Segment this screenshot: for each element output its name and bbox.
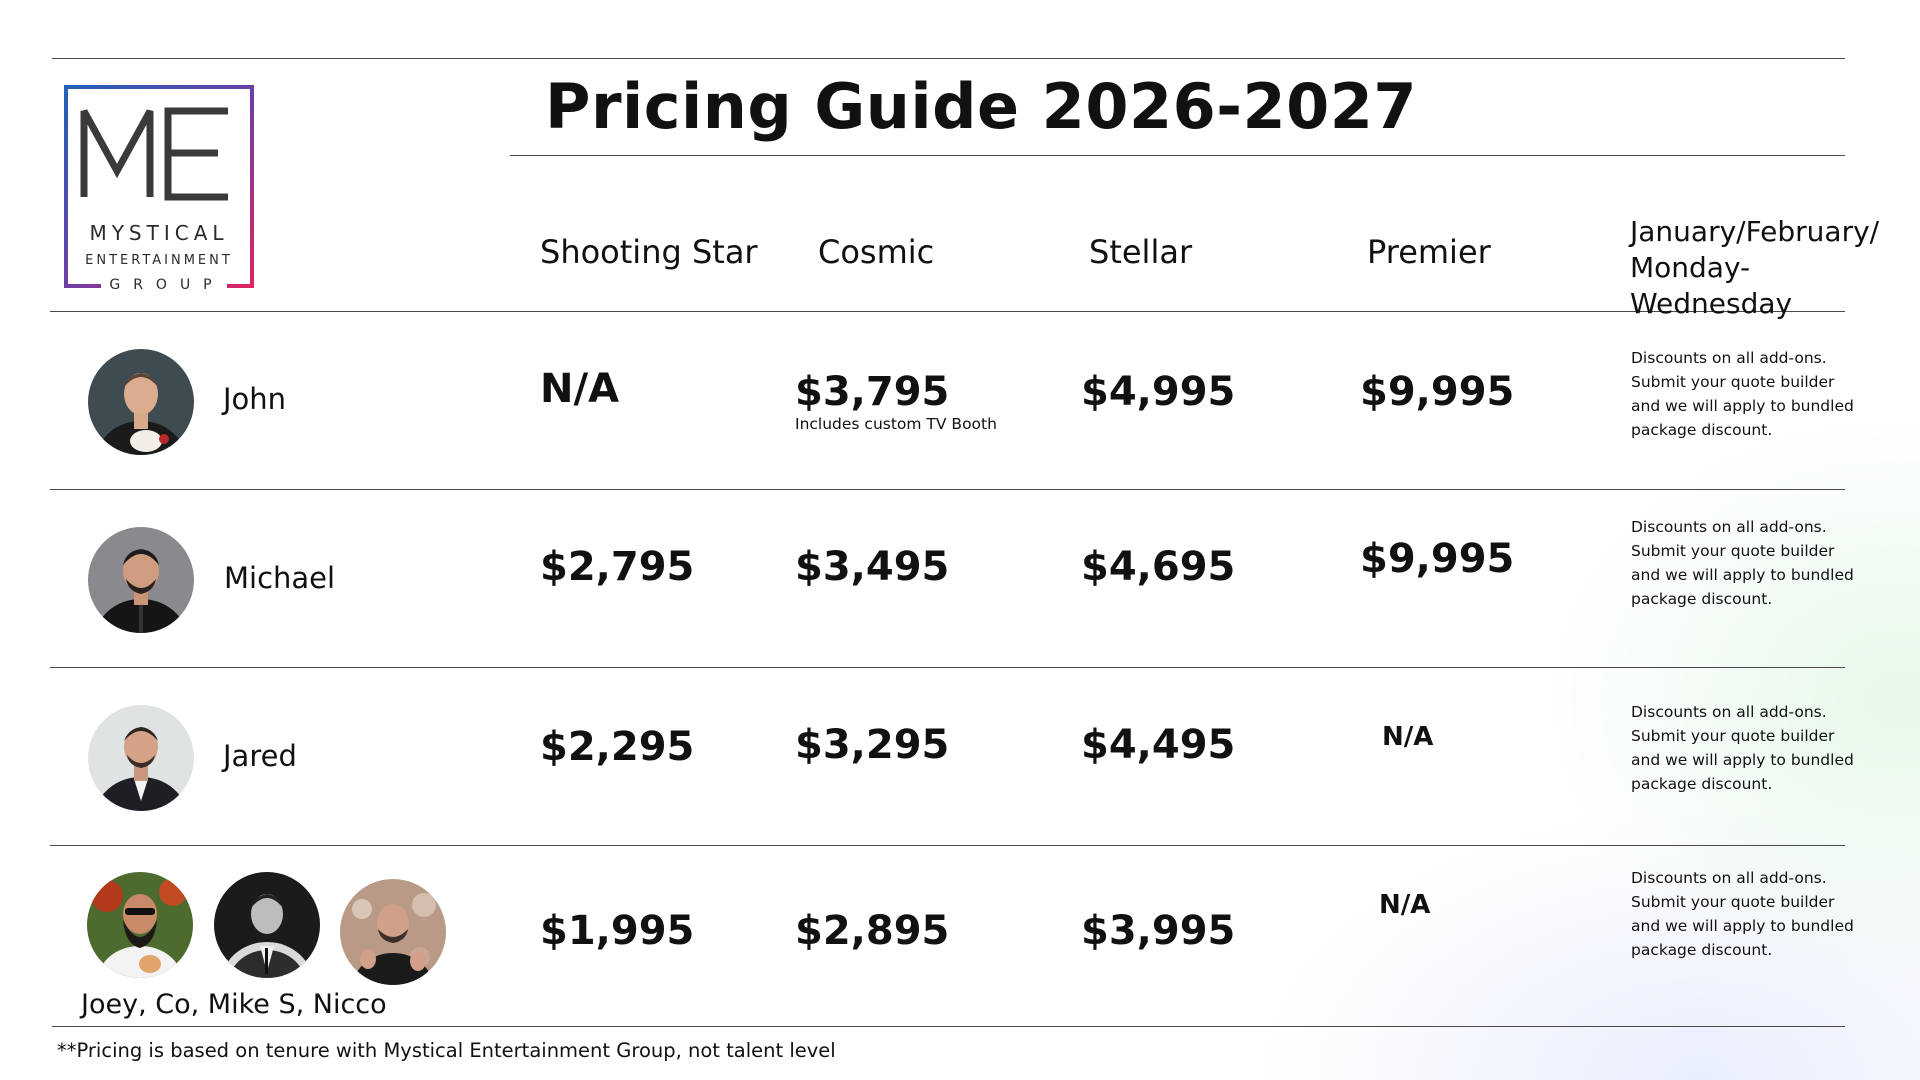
header-rule — [50, 311, 1845, 312]
price-shooting-star: $1,995 — [540, 908, 695, 954]
company-logo: MYSTICAL ENTERTAINMENT GROUP — [64, 85, 254, 293]
column-header-shooting-star: Shooting Star — [540, 233, 758, 271]
price-cosmic: $2,895 — [795, 908, 950, 954]
column-header-premier: Premier — [1367, 233, 1491, 271]
row-rule-1 — [50, 489, 1845, 490]
price-stellar: $4,695 — [1081, 544, 1236, 590]
price-shooting-star: $2,295 — [540, 724, 695, 770]
discount-note: Discounts on all add-ons. Submit your qu… — [1631, 518, 1854, 608]
discount-note: Discounts on all add-ons. Submit your qu… — [1631, 869, 1854, 959]
avatar-john — [88, 349, 194, 455]
column-header-cosmic: Cosmic — [818, 233, 935, 271]
price-premier: N/A — [1382, 722, 1434, 752]
price-cosmic: $3,495 — [795, 544, 950, 590]
discount-note: Discounts on all add-ons. Submit your qu… — [1631, 703, 1854, 793]
avatar-jared — [88, 705, 194, 811]
price-shooting-star: $2,795 — [540, 544, 695, 590]
price-premier: N/A — [1379, 890, 1431, 920]
price-stellar: $4,995 — [1081, 369, 1236, 415]
discount-note: Discounts on all add-ons. Submit your qu… — [1631, 349, 1854, 439]
price-cosmic: $3,295 — [795, 722, 950, 768]
talent-name: Joey, Co, Mike S, Nicco — [81, 989, 387, 1020]
logo-text-entertainment: ENTERTAINMENT — [85, 253, 233, 268]
talent-name: Michael — [224, 561, 336, 595]
row-rule-2 — [50, 667, 1845, 668]
avatar-michael — [88, 527, 194, 633]
bottom-rule — [52, 1026, 1845, 1027]
title-rule — [510, 155, 1845, 156]
talent-name: Jared — [223, 739, 297, 773]
avatar-joey — [87, 872, 193, 978]
page-title: Pricing Guide 2026-2027 — [545, 70, 1418, 143]
price-premier: $9,995 — [1360, 536, 1515, 582]
price-stellar: $3,995 — [1081, 908, 1236, 954]
footnote: **Pricing is based on tenure with Mystic… — [57, 1039, 836, 1062]
logo-text-mystical: MYSTICAL — [89, 221, 229, 245]
price-stellar: $4,495 — [1081, 722, 1236, 768]
avatar-co — [214, 872, 320, 978]
top-rule — [52, 58, 1845, 59]
row-rule-3 — [50, 845, 1845, 846]
column-header-offpeak: January/February/ Monday-Wednesday — [1630, 215, 1880, 320]
price-cosmic: $3,795 — [795, 369, 950, 415]
column-header-stellar: Stellar — [1089, 233, 1193, 271]
price-shooting-star: N/A — [540, 366, 620, 412]
cosmic-note: Includes custom TV Booth — [795, 415, 997, 433]
price-premier: $9,995 — [1360, 369, 1515, 415]
avatar-mike-s — [340, 879, 446, 985]
talent-name: John — [223, 382, 287, 416]
me-monogram-icon — [80, 107, 228, 201]
logo-text-group: GROUP — [101, 277, 227, 293]
